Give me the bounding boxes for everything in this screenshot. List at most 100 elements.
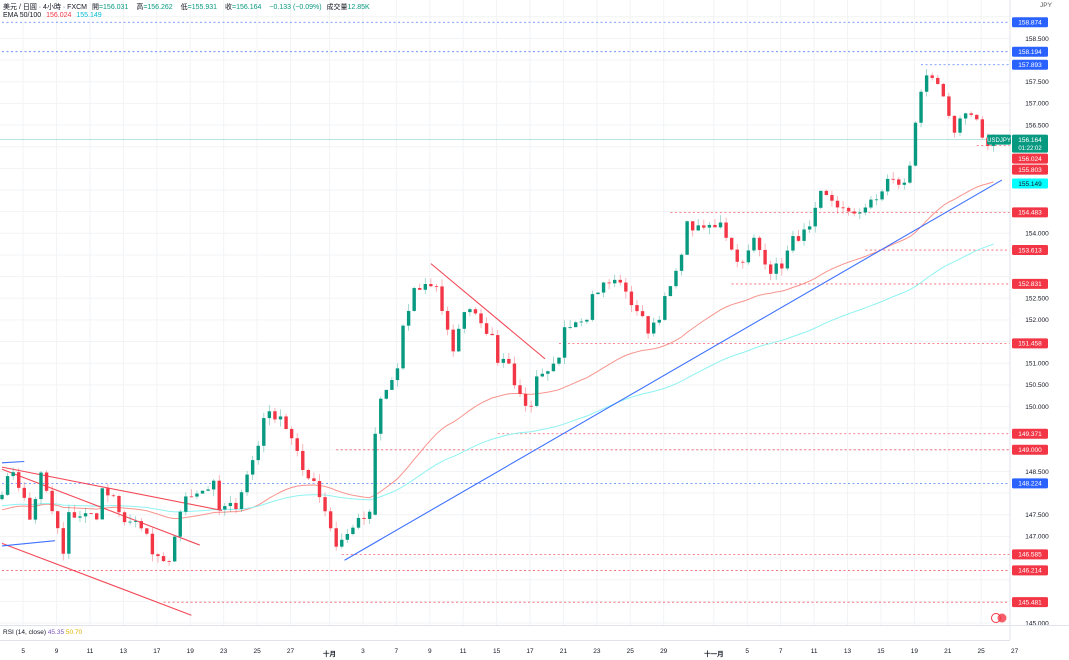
candle-body bbox=[345, 534, 350, 540]
blue-trendline[interactable] bbox=[1, 460, 25, 464]
currency-label[interactable]: JPY bbox=[1040, 2, 1052, 9]
rsi-ma-value: 50.70 bbox=[65, 629, 83, 636]
candle-body bbox=[150, 533, 155, 555]
candle-up bbox=[919, 89, 923, 128]
candle-body bbox=[908, 165, 912, 183]
candle-body bbox=[56, 511, 60, 529]
candle-down bbox=[72, 505, 77, 518]
candle-down bbox=[328, 507, 333, 532]
level-price-label[interactable]: 149.000 bbox=[1012, 444, 1048, 455]
level-price-label[interactable]: 149.371 bbox=[1012, 428, 1048, 439]
candles bbox=[0, 68, 996, 566]
price-tick-label: 151.000 bbox=[1025, 361, 1049, 368]
candle-up bbox=[223, 502, 227, 516]
level-price-label-bg bbox=[1012, 478, 1048, 489]
candle-body bbox=[574, 322, 578, 328]
price-axis[interactable] bbox=[1010, 0, 1069, 640]
candle-up bbox=[200, 490, 205, 494]
level-price-label[interactable]: 154.483 bbox=[1012, 207, 1048, 218]
level-price-label[interactable]: 146.585 bbox=[1012, 549, 1048, 560]
candle-up bbox=[78, 510, 82, 523]
candle-body bbox=[796, 236, 801, 241]
level-price-label[interactable]: 157.893 bbox=[1012, 59, 1048, 70]
candle-up bbox=[718, 215, 723, 229]
red-trendline[interactable] bbox=[430, 263, 546, 360]
level-price-label[interactable]: 152.831 bbox=[1012, 278, 1048, 289]
candle-down bbox=[22, 482, 26, 501]
candle-body bbox=[406, 310, 411, 326]
level-price-label[interactable]: 151.458 bbox=[1012, 338, 1048, 349]
candle-up bbox=[601, 281, 606, 298]
countdown-timer: 01:22:02 bbox=[1018, 146, 1042, 152]
level-price-label[interactable]: 148.224 bbox=[1012, 478, 1048, 489]
candle-body bbox=[106, 488, 110, 496]
level-price-label[interactable]: 156.024 bbox=[1012, 153, 1048, 164]
level-price-label[interactable]: 155.803 bbox=[1012, 164, 1048, 175]
candle-body bbox=[128, 521, 132, 523]
level-price-label[interactable]: 153.613 bbox=[1012, 245, 1048, 256]
candle-body bbox=[613, 279, 617, 284]
last-price-label[interactable]: 156.164 01:22:02 bbox=[1012, 134, 1048, 153]
ema100-price-label[interactable]: 155.149 bbox=[1012, 178, 1048, 189]
candle-body bbox=[540, 373, 544, 377]
candle-body bbox=[551, 363, 556, 372]
time-tick-label: 7 bbox=[394, 648, 399, 655]
time-tick-label: 21 bbox=[559, 648, 568, 655]
candle-down bbox=[150, 527, 155, 562]
candle-body bbox=[122, 512, 127, 523]
candle-body bbox=[72, 512, 77, 518]
candle-body bbox=[94, 513, 99, 520]
candle-body bbox=[479, 313, 483, 324]
pane-divider[interactable] bbox=[0, 625, 1069, 626]
level-price-label[interactable]: 158.874 bbox=[1012, 17, 1048, 28]
time-tick-label: 13 bbox=[843, 648, 852, 655]
symbol-tag[interactable]: USDJPY bbox=[987, 134, 1011, 145]
candle-body bbox=[228, 502, 233, 507]
candle-down bbox=[445, 306, 450, 336]
level-price-label[interactable]: 158.194 bbox=[1012, 46, 1048, 57]
ema50-value: 156.024 bbox=[46, 12, 72, 19]
candle-down bbox=[284, 413, 288, 430]
level-price-label-bg bbox=[1012, 59, 1048, 70]
candle-body bbox=[189, 496, 194, 498]
symbol-title[interactable]: 美元 / 日圓 · 4小時 · FXCM bbox=[3, 4, 87, 11]
ema100-price-label-bg bbox=[1012, 178, 1048, 189]
candle-up bbox=[958, 115, 962, 137]
time-axis[interactable]: 5 9 11 13 17 19 23 25 27 十月 3 7 9 11 15 17 21 23 25 29 十一月 5 7… bbox=[0, 640, 1018, 660]
blue-trendline[interactable] bbox=[1, 540, 55, 547]
time-tick-label: 5 bbox=[745, 648, 750, 655]
candle-up bbox=[858, 208, 862, 220]
candle-body bbox=[178, 511, 182, 537]
candle-up bbox=[83, 507, 88, 523]
red-trendline[interactable] bbox=[1, 542, 192, 616]
candle-up bbox=[613, 274, 617, 288]
candle-down bbox=[897, 177, 901, 190]
candle-down bbox=[763, 243, 767, 270]
rsi-legend[interactable]: RSI (14, close) 45.35 50.70 bbox=[3, 629, 82, 636]
candle-body bbox=[17, 472, 21, 488]
candle-body bbox=[457, 328, 461, 352]
level-price-label[interactable]: 146.214 bbox=[1012, 565, 1048, 576]
candle-body bbox=[902, 182, 907, 185]
candle-body bbox=[451, 329, 455, 352]
candle-down bbox=[624, 278, 628, 299]
price-chart[interactable]: 145.000 147.000 147.500 148.500 150.000 150.5… bbox=[0, 0, 1069, 640]
candle-body bbox=[367, 511, 372, 519]
flag-icon[interactable] bbox=[991, 613, 1007, 623]
time-tick-label: 5 bbox=[21, 648, 25, 655]
candle-body bbox=[312, 478, 316, 482]
candle-down bbox=[289, 426, 294, 445]
candle-down bbox=[50, 485, 54, 515]
candle-up bbox=[685, 220, 689, 256]
candle-down bbox=[295, 433, 299, 457]
candle-up bbox=[802, 223, 806, 246]
time-tick-label: 十月 bbox=[322, 651, 336, 658]
candle-body bbox=[206, 489, 210, 491]
ema-legend[interactable]: EMA 50/100 156.024 155.149 bbox=[3, 12, 105, 19]
ema50-line bbox=[1, 181, 994, 520]
blue-trendline[interactable] bbox=[344, 179, 1003, 561]
level-price-label[interactable]: 145.481 bbox=[1012, 597, 1048, 608]
candle-body bbox=[674, 270, 678, 287]
candle-body bbox=[284, 416, 288, 429]
candle-body bbox=[250, 460, 255, 475]
